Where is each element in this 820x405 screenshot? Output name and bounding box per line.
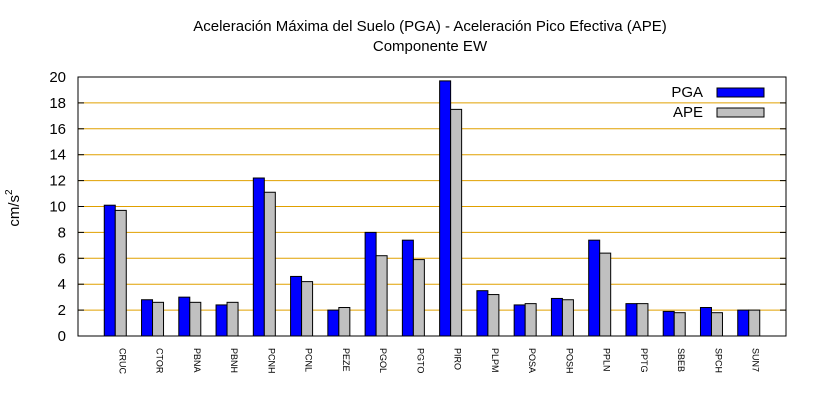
y-axis-label-base: cm/s — [6, 195, 23, 227]
bar-ape-peze — [338, 307, 351, 337]
y-tick-label: 10 — [49, 199, 66, 216]
bar-pga-cruc — [103, 204, 116, 337]
y-tick-label: 2 — [58, 302, 66, 319]
bar-ape-sun7 — [748, 309, 761, 337]
x-tick-label: PBNH — [229, 348, 239, 373]
bar-ape-pgol — [375, 255, 388, 337]
bar-pga-pcnl — [290, 275, 303, 337]
x-tick-label: PCNH — [266, 348, 276, 374]
bar-pga-pbna — [178, 296, 191, 337]
bar-ape-spch — [710, 312, 723, 337]
y-tick-label: 0 — [58, 328, 66, 345]
bar-pga-pgol — [364, 231, 377, 337]
x-tick-label: PIRO — [453, 348, 463, 370]
x-tick-label: POSH — [564, 348, 574, 374]
x-tick-label: PCNL — [304, 348, 314, 372]
bar-ape-pptg — [636, 303, 649, 337]
bar-ape-posh — [561, 299, 574, 337]
bar-pga-peze — [327, 309, 340, 337]
bar-pga-spch — [699, 307, 712, 337]
x-tick-label: SUN7 — [751, 348, 761, 372]
bar-pga-sbeb — [662, 310, 675, 337]
y-tick-label: 8 — [58, 224, 66, 241]
x-tick-label: PLPM — [490, 348, 500, 373]
bars — [103, 80, 761, 337]
bar-pga-pcnh — [252, 177, 265, 337]
bar-pga-sun7 — [737, 309, 750, 337]
x-tick-label: SPCH — [713, 348, 723, 373]
x-tick-label: PPLN — [602, 348, 612, 372]
bar-ape-piro — [450, 108, 463, 337]
y-tick-label: 14 — [49, 147, 66, 164]
x-tick-label: SBEB — [676, 348, 686, 372]
bar-ape-sbeb — [673, 312, 686, 337]
bar-ape-plpm — [487, 294, 500, 337]
x-tick-label: POSA — [527, 348, 537, 373]
y-tick-label: 6 — [58, 250, 66, 267]
bar-ape-pcnh — [263, 191, 276, 337]
chart-title: Aceleración Máxima del Suelo (PGA) - Ace… — [193, 18, 667, 35]
chart-subtitle: Componente EW — [373, 38, 488, 55]
bar-ape-posa — [524, 303, 537, 337]
bar-pga-piro — [439, 80, 452, 337]
x-tick-label: CTOR — [155, 348, 165, 374]
bar-pga-posa — [513, 304, 526, 337]
x-tick-label: PEZE — [341, 348, 351, 372]
legend-swatch-pga — [716, 87, 765, 98]
x-tick-label: CRUC — [117, 348, 127, 374]
y-tick-label: 16 — [49, 121, 66, 138]
grid-lines — [78, 102, 786, 311]
y-tick-label: 18 — [49, 95, 66, 112]
bar-ape-pgto — [412, 259, 425, 337]
bar-pga-pgto — [401, 239, 414, 337]
bar-ape-pbna — [189, 301, 202, 337]
bar-pga-plpm — [476, 290, 489, 337]
legend: PGA APE — [671, 84, 765, 121]
legend-swatch-ape — [716, 107, 765, 118]
y-axis-label: cm/s2 — [4, 189, 23, 227]
x-tick-label: PGTO — [415, 348, 425, 373]
y-tick-label: 20 — [49, 69, 66, 86]
y-axis-label-exponent: 2 — [4, 189, 15, 195]
x-tick-label: PPTG — [639, 348, 649, 373]
x-tick-label: PBNA — [192, 348, 202, 373]
bar-ape-ctor — [152, 301, 165, 337]
bar-ape-cruc — [114, 209, 127, 337]
bar-pga-pptg — [625, 303, 638, 337]
bar-pga-pbnh — [215, 304, 228, 337]
bar-pga-ctor — [141, 299, 154, 337]
y-tick-label: 12 — [49, 173, 66, 190]
bar-ape-pbnh — [226, 301, 239, 337]
legend-label-ape: APE — [673, 104, 703, 121]
bar-pga-ppln — [588, 239, 601, 337]
axis-ticks: 0 2 4 6 8 10 12 14 16 18 20 CRUC CTOR PBNA PBNH PCNH PCN… — [49, 69, 786, 374]
x-tick-label: PGOL — [378, 348, 388, 373]
bar-ape-ppln — [599, 252, 612, 337]
legend-label-pga: PGA — [671, 84, 703, 101]
bar-pga-posh — [550, 297, 563, 337]
y-tick-label: 4 — [58, 276, 66, 293]
bar-ape-pcnl — [301, 281, 314, 337]
